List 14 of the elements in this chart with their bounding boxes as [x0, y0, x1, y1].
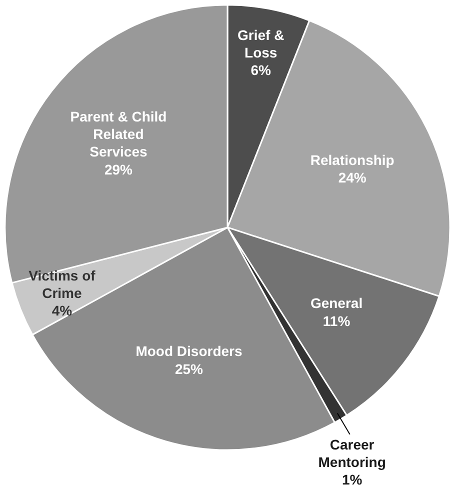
data-label: 25% — [174, 360, 204, 377]
slice-label: General — [310, 295, 363, 312]
slice-label: Victims of Crime — [28, 267, 96, 302]
data-label: 1% — [342, 472, 363, 488]
data-label: 24% — [338, 170, 367, 186]
data-label: 29% — [104, 161, 134, 178]
slice-label: Parent & Child Related Services — [70, 108, 167, 160]
slice-label: Career Mentoring — [318, 436, 386, 470]
data-label: 4% — [52, 302, 73, 319]
data-label: 11% — [322, 312, 351, 329]
slice-label: Mood Disorders — [136, 343, 242, 360]
slice-label: Relationship — [310, 152, 394, 168]
slice-label: Grief & Loss — [238, 27, 284, 61]
data-label: 6% — [250, 62, 272, 78]
